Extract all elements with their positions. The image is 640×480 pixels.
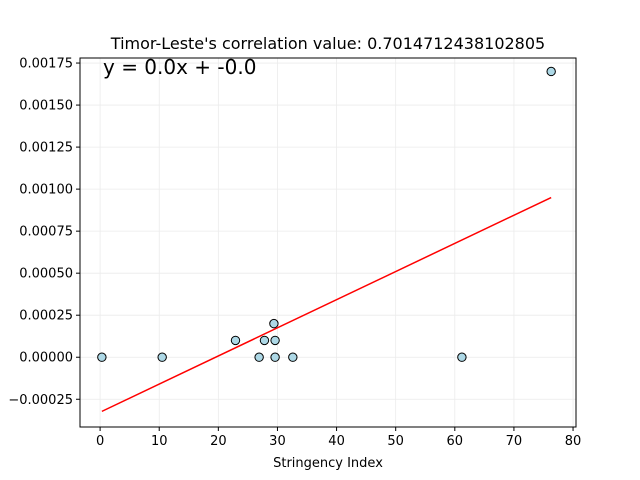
x-tick-label: 40 [328,434,345,449]
y-tick-label: −0.00025 [8,393,73,408]
data-point [269,318,279,329]
data-point [259,335,270,346]
data-point [254,352,264,362]
y-tick-label: 0.00150 [19,99,73,114]
y-tick-label: 0.00100 [19,183,73,198]
x-axis-ticks: 0 10 20 30 40 50 60 70 80 [96,427,581,449]
x-tick-label: 0 [96,434,104,449]
points-layer [97,66,556,362]
y-tick-label: 0.00050 [19,267,73,282]
y-tick-label: 0.00125 [19,141,73,156]
x-axis-label: Stringency Index [273,456,383,471]
data-point [270,335,280,346]
y-tick-label: 0.00000 [19,351,73,366]
plot-frame [79,57,577,428]
x-tick-label: 30 [269,434,286,449]
regression-line [101,196,552,413]
data-point [157,352,167,362]
chart-title: Timor-Leste's correlation value: 0.70147… [110,34,545,53]
data-point [230,335,241,346]
x-tick-label: 20 [210,434,227,449]
y-tick-label: 0.00175 [19,57,73,72]
x-tick-label: 10 [151,434,168,449]
data-point [97,352,107,362]
x-tick-label: 80 [565,434,582,449]
regression-equation: y = 0.0x + -0.0 [103,55,256,79]
x-tick-label: 60 [447,434,464,449]
data-point [288,352,298,362]
data-point [457,352,467,362]
y-axis-ticks: −0.00025 0.00000 0.00025 0.00050 0.00075 0.00… [8,57,80,408]
data-point [270,352,280,362]
x-tick-label: 50 [387,434,404,449]
y-tick-label: 0.00075 [19,225,73,240]
y-tick-label: 0.00025 [19,309,73,324]
x-tick-label: 70 [506,434,523,449]
data-point [546,66,556,77]
fit-line-layer [101,196,552,413]
